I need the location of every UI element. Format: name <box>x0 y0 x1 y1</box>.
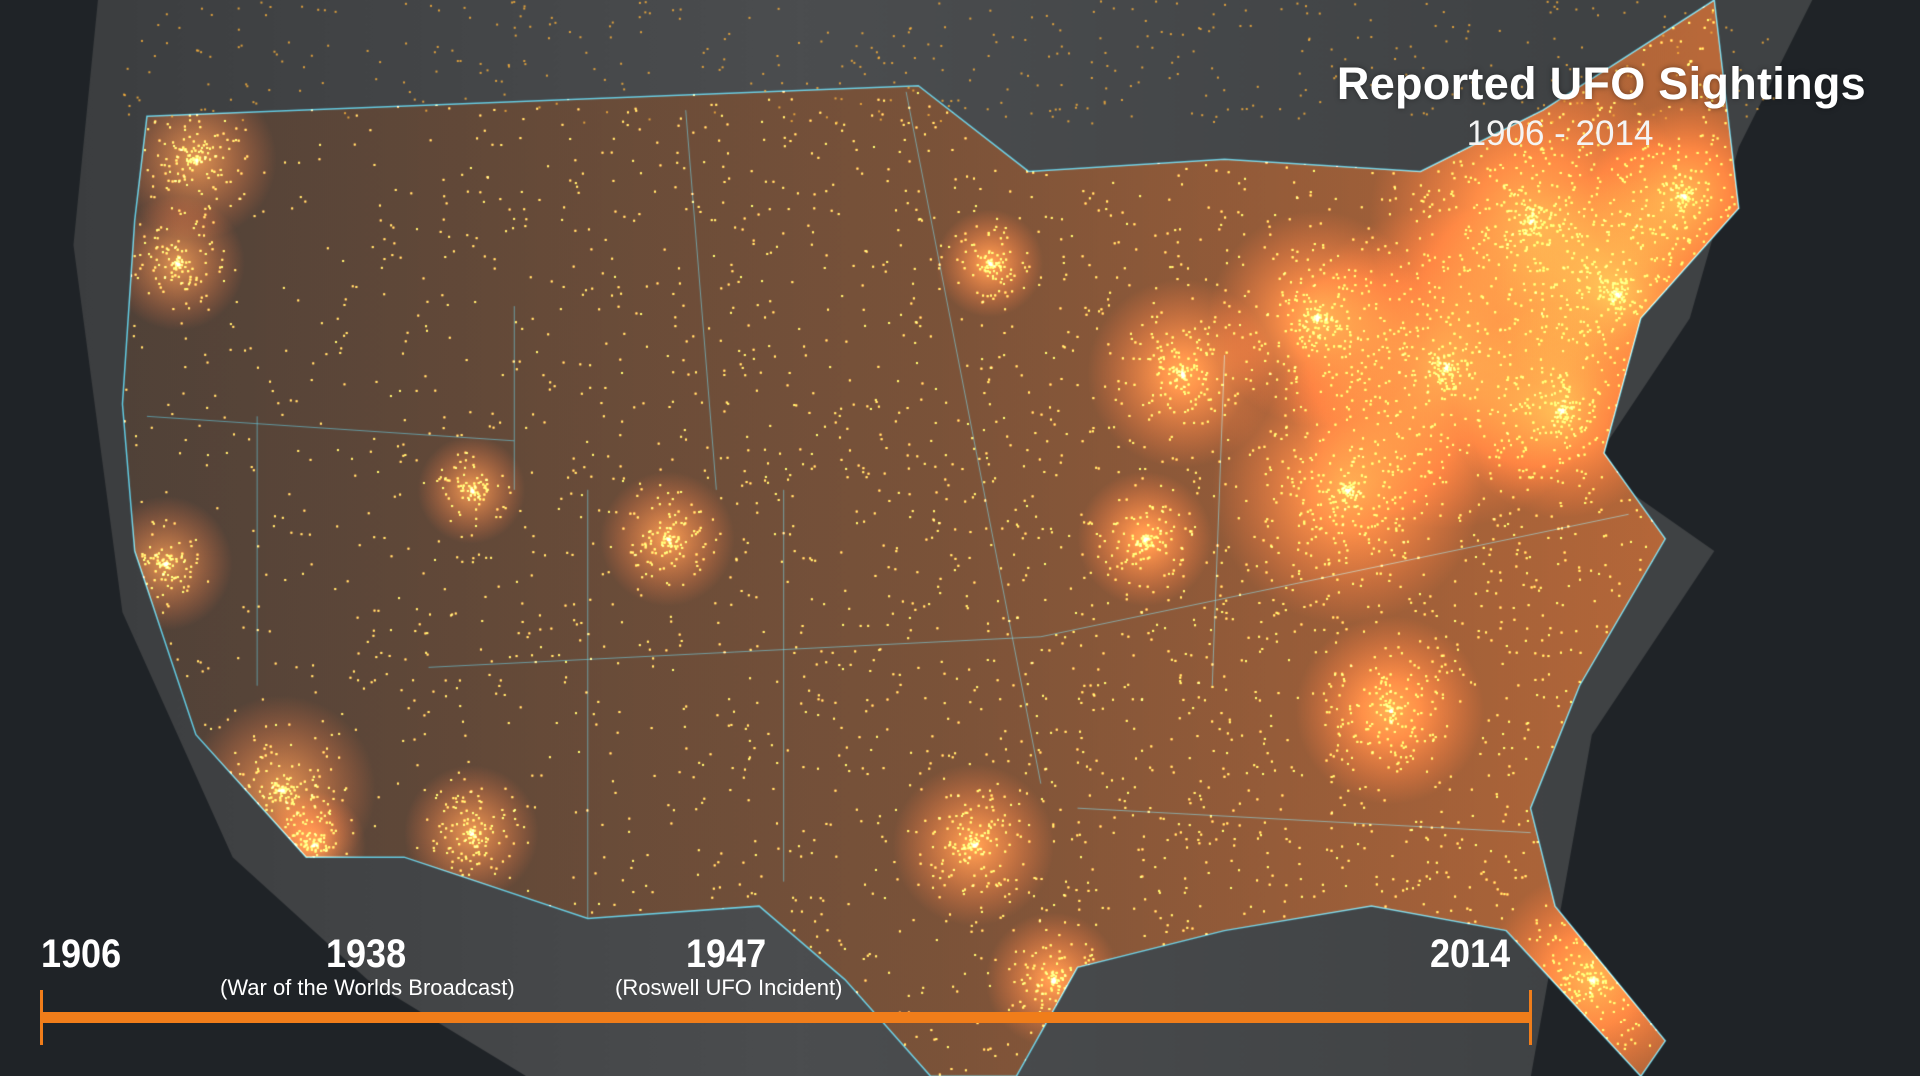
map-subtitle: 1906 - 2014 <box>1466 114 1654 153</box>
timeline-end-year: 2014 <box>1430 932 1511 976</box>
timeline-progress-bar <box>41 1012 1531 1023</box>
timeline-event-label: (War of the Worlds Broadcast) <box>220 975 515 1000</box>
timeline-event-year: 1947 <box>686 932 767 976</box>
timeline-event-year: 1938 <box>326 932 407 976</box>
timeline-start-year: 1906 <box>41 932 122 976</box>
timeline-end-tick <box>1529 990 1532 1045</box>
map-title: Reported UFO Sightings <box>1336 58 1866 109</box>
timeline-event-label: (Roswell UFO Incident) <box>615 975 843 1000</box>
